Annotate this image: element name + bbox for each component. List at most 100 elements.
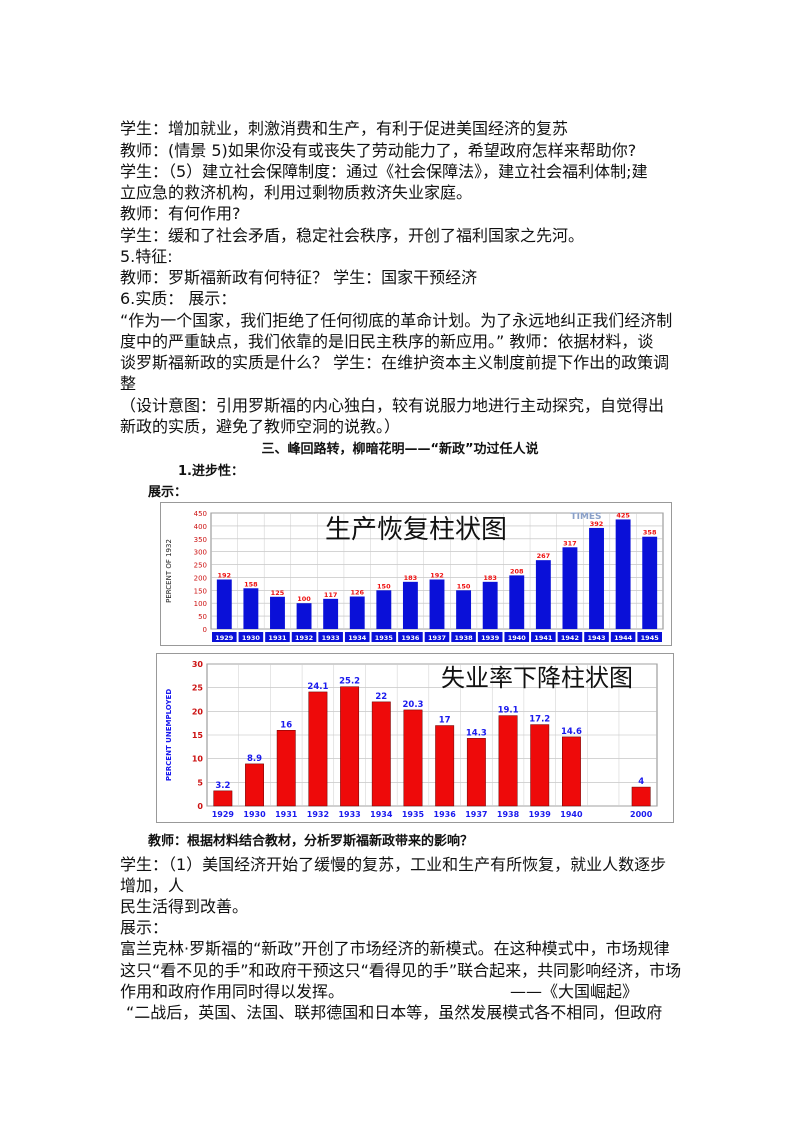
bar [376, 590, 392, 629]
y-tick-label: 25 [192, 684, 204, 693]
paragraph-10b: 新政的实质，避免了教师空洞的说教。） [120, 417, 401, 436]
bar [403, 709, 423, 807]
bar [243, 588, 259, 629]
paragraph-2: 教师：(情景 5)如果你没有或丧失了劳动能力了，希望政府怎样来帮助你? [120, 141, 637, 160]
quote-2: “二战后，英国、法国、联邦德国和日本等，虽然发展模式各不相同，但政府 [126, 1003, 663, 1022]
x-tick-label: 1944 [614, 634, 633, 642]
bar-value-label: 358 [643, 529, 657, 537]
bar-value-label: 4 [638, 777, 644, 787]
y-tick-label: 5 [197, 778, 203, 787]
quote-1-source: ——《大国崛起》 [510, 982, 639, 1001]
quote-1b: 这只“看不见的手”和政府干预这只“看得见的手”联合起来，共同影响经济，市场 [120, 961, 682, 980]
paragraph-4: 教师：有何作用? [120, 204, 241, 223]
quote-1a: 富兰克林·罗斯福的“新政”开创了市场经济的新模式。在这种模式中，市场规律 [120, 939, 670, 958]
x-tick-box [477, 632, 503, 642]
bar [631, 786, 651, 807]
x-tick-label: 1938 [497, 810, 520, 819]
x-tick-box [238, 632, 264, 642]
bar-value-label: 183 [404, 574, 418, 582]
x-tick-box [265, 632, 290, 642]
unemployment-chart-svg: 0 5 10 15 20 25 30 PERCENT UNEMPLOYED 3.2 1929 8.9… [165, 660, 658, 819]
x-tick-label: 1942 [561, 634, 579, 642]
section-heading: 三、峰回路转，柳暗花明——“新政”功过任人说 [261, 442, 539, 457]
bar [589, 527, 604, 629]
paragraph-1: 学生：增加就业，刺激消费和生产，有利于促进美国经济的复苏 [120, 119, 569, 138]
paragraph-3a: 学生：（5）建立社会保障制度：通过《社会保障法》，建立社会福利体制;建 [120, 162, 648, 181]
x-tick-box [610, 632, 636, 642]
bar-value-label: 8.9 [247, 754, 262, 764]
paragraph-9a: “作为一个国家，我们拒绝了任何彻底的革命计划。为了永远地纠正我们经济制 [120, 311, 673, 330]
bar-value-label: 14.3 [466, 728, 487, 738]
x-tick-label: 1945 [641, 634, 660, 642]
paragraph-6: 5.特征: [120, 247, 173, 266]
x-tick-label: 1930 [242, 634, 261, 642]
chart-title: 生产恢复柱状图 [325, 515, 507, 545]
teacher-question: 教师：根据材料结合教材，分析罗斯福新政带来的影响？ [148, 834, 474, 849]
bar-value-label: 267 [537, 552, 551, 560]
bar-value-label: 20.3 [402, 700, 423, 710]
bar [530, 724, 550, 807]
x-tick-label: 1934 [370, 810, 393, 819]
x-tick-box [212, 632, 237, 642]
x-tick-box [584, 632, 609, 642]
x-tick-box [398, 632, 423, 642]
y-tick-label: 150 [194, 587, 207, 595]
paragraph-9c: 谈罗斯福新政的实质是什么？ 学生：在维护资本主义制度前提下作出的政策调 [120, 353, 670, 372]
bar [615, 519, 631, 629]
y-tick-label: 0 [203, 626, 207, 634]
y-axis-label: PERCENT OF 1932 [165, 539, 173, 603]
y-tick-label: 20 [192, 707, 204, 716]
x-tick-label: 1943 [587, 634, 605, 642]
bar [245, 763, 264, 807]
bar-value-label: 317 [563, 539, 577, 547]
x-tick-label: 1929 [212, 810, 235, 819]
show-label-2: 展示： [120, 918, 169, 937]
x-tick-label: 1937 [428, 634, 446, 642]
x-tick-label: 1929 [215, 634, 234, 642]
paragraph-3b: 立应急的救济机构，利用过剩物质救济失业家庭。 [120, 183, 473, 202]
y-tick-label: 30 [192, 660, 204, 669]
paragraph-9b: 度中的严重缺点，我们依靠的是旧民主秩序的新应用。” 教师：依据材料，谈 [120, 332, 654, 351]
bar [276, 730, 296, 807]
bar-value-label: 126 [350, 589, 364, 597]
unemployment-chart: 0 5 10 15 20 25 30 PERCENT UNEMPLOYED 3.2 1929 8.9… [156, 653, 674, 823]
y-tick-label: 50 [198, 613, 207, 621]
y-tick-label: 250 [194, 562, 207, 570]
bar-value-label: 158 [244, 580, 258, 588]
bar [482, 581, 498, 629]
bar-value-label: 192 [430, 572, 444, 580]
bar [535, 560, 551, 629]
bar [371, 701, 391, 807]
x-tick-label: 1937 [465, 810, 487, 819]
bar [466, 738, 486, 807]
production-chart: 0 50 100 150 200 250 300 350 400 450 PERCENT OF 19… [160, 502, 672, 646]
paragraph-10a: （设计意图：引用罗斯福的内心独白，较有说服力地进行主动探究，自觉得出 [120, 396, 665, 415]
bar [296, 603, 312, 629]
y-axis-label: PERCENT UNEMPLOYED [165, 689, 173, 781]
bar-value-label: 14.6 [561, 727, 582, 737]
paragraph-7: 教师：罗斯福新政有何特征？ 学生：国家干预经济 [120, 268, 478, 287]
x-tick-box [424, 632, 450, 642]
x-tick-label: 1934 [348, 634, 367, 642]
student-answer-1c: 民生活得到改善。 [120, 897, 249, 916]
x-tick-box [371, 632, 397, 642]
bar-value-label: 22 [375, 692, 387, 702]
bar-value-label: 100 [297, 595, 311, 603]
production-chart-svg: 0 50 100 150 200 250 300 350 400 450 PERCENT OF 19… [165, 510, 664, 642]
x-tick-label: 1933 [338, 810, 360, 819]
bar-value-label: 208 [510, 567, 524, 575]
x-tick-label: 1940 [508, 634, 527, 642]
bar [429, 579, 445, 629]
bar [402, 581, 418, 629]
bar [340, 686, 360, 807]
x-tick-box [531, 632, 556, 642]
bar [323, 598, 339, 629]
bar-value-label: 150 [377, 582, 391, 590]
y-tick-label: 0 [197, 802, 203, 811]
y-tick-label: 350 [194, 536, 207, 544]
bar [270, 596, 285, 629]
x-tick-label: 1935 [375, 634, 394, 642]
x-tick-box [557, 632, 583, 642]
show-label: 展示： [148, 485, 188, 500]
watermark-text: TIMES [570, 512, 601, 522]
